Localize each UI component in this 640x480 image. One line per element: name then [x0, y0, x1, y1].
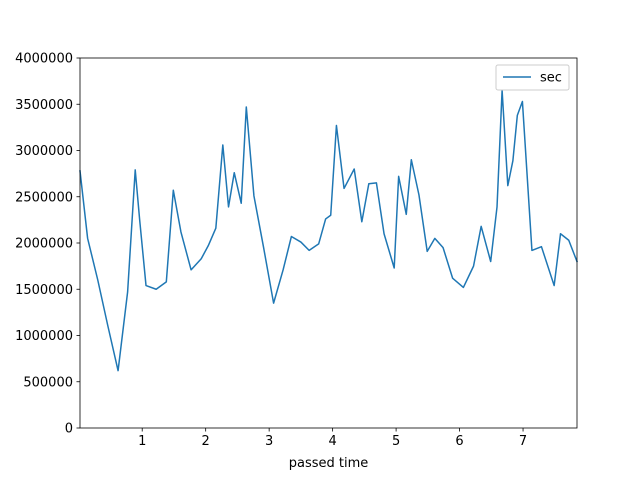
x-tick-label: 6: [455, 434, 463, 449]
y-tick-label: 2000000: [15, 237, 73, 252]
y-tick-label: 500000: [23, 375, 73, 390]
ticks-layer: 1 2 3 4 5 6 7 0 500000 1000000 1500000 2000000 25000…: [15, 52, 527, 450]
x-tick-label: 3: [265, 434, 273, 449]
y-tick-label: 0: [65, 422, 73, 437]
legend-box: [495, 64, 570, 91]
y-tick-label: 3500000: [15, 98, 73, 113]
y-tick-label: 4000000: [15, 52, 73, 67]
x-tick-label: 5: [392, 434, 400, 449]
y-tick-label: 1500000: [15, 283, 73, 298]
x-tick-label: 1: [138, 434, 146, 449]
y-tick-label: 2500000: [15, 190, 73, 205]
y-tick-label: 3000000: [15, 144, 73, 159]
series-layer: [79, 89, 578, 372]
x-axis-label: passed time: [289, 456, 369, 471]
series-line-sec: [79, 89, 578, 372]
plot-area: [80, 58, 577, 428]
x-tick-label: 7: [519, 434, 527, 449]
legend-entry-sec: sec: [540, 71, 562, 86]
legend: sec: [495, 64, 570, 91]
x-tick-label: 4: [328, 434, 336, 449]
y-tick-label: 1000000: [15, 329, 73, 344]
x-tick-label: 2: [202, 434, 210, 449]
